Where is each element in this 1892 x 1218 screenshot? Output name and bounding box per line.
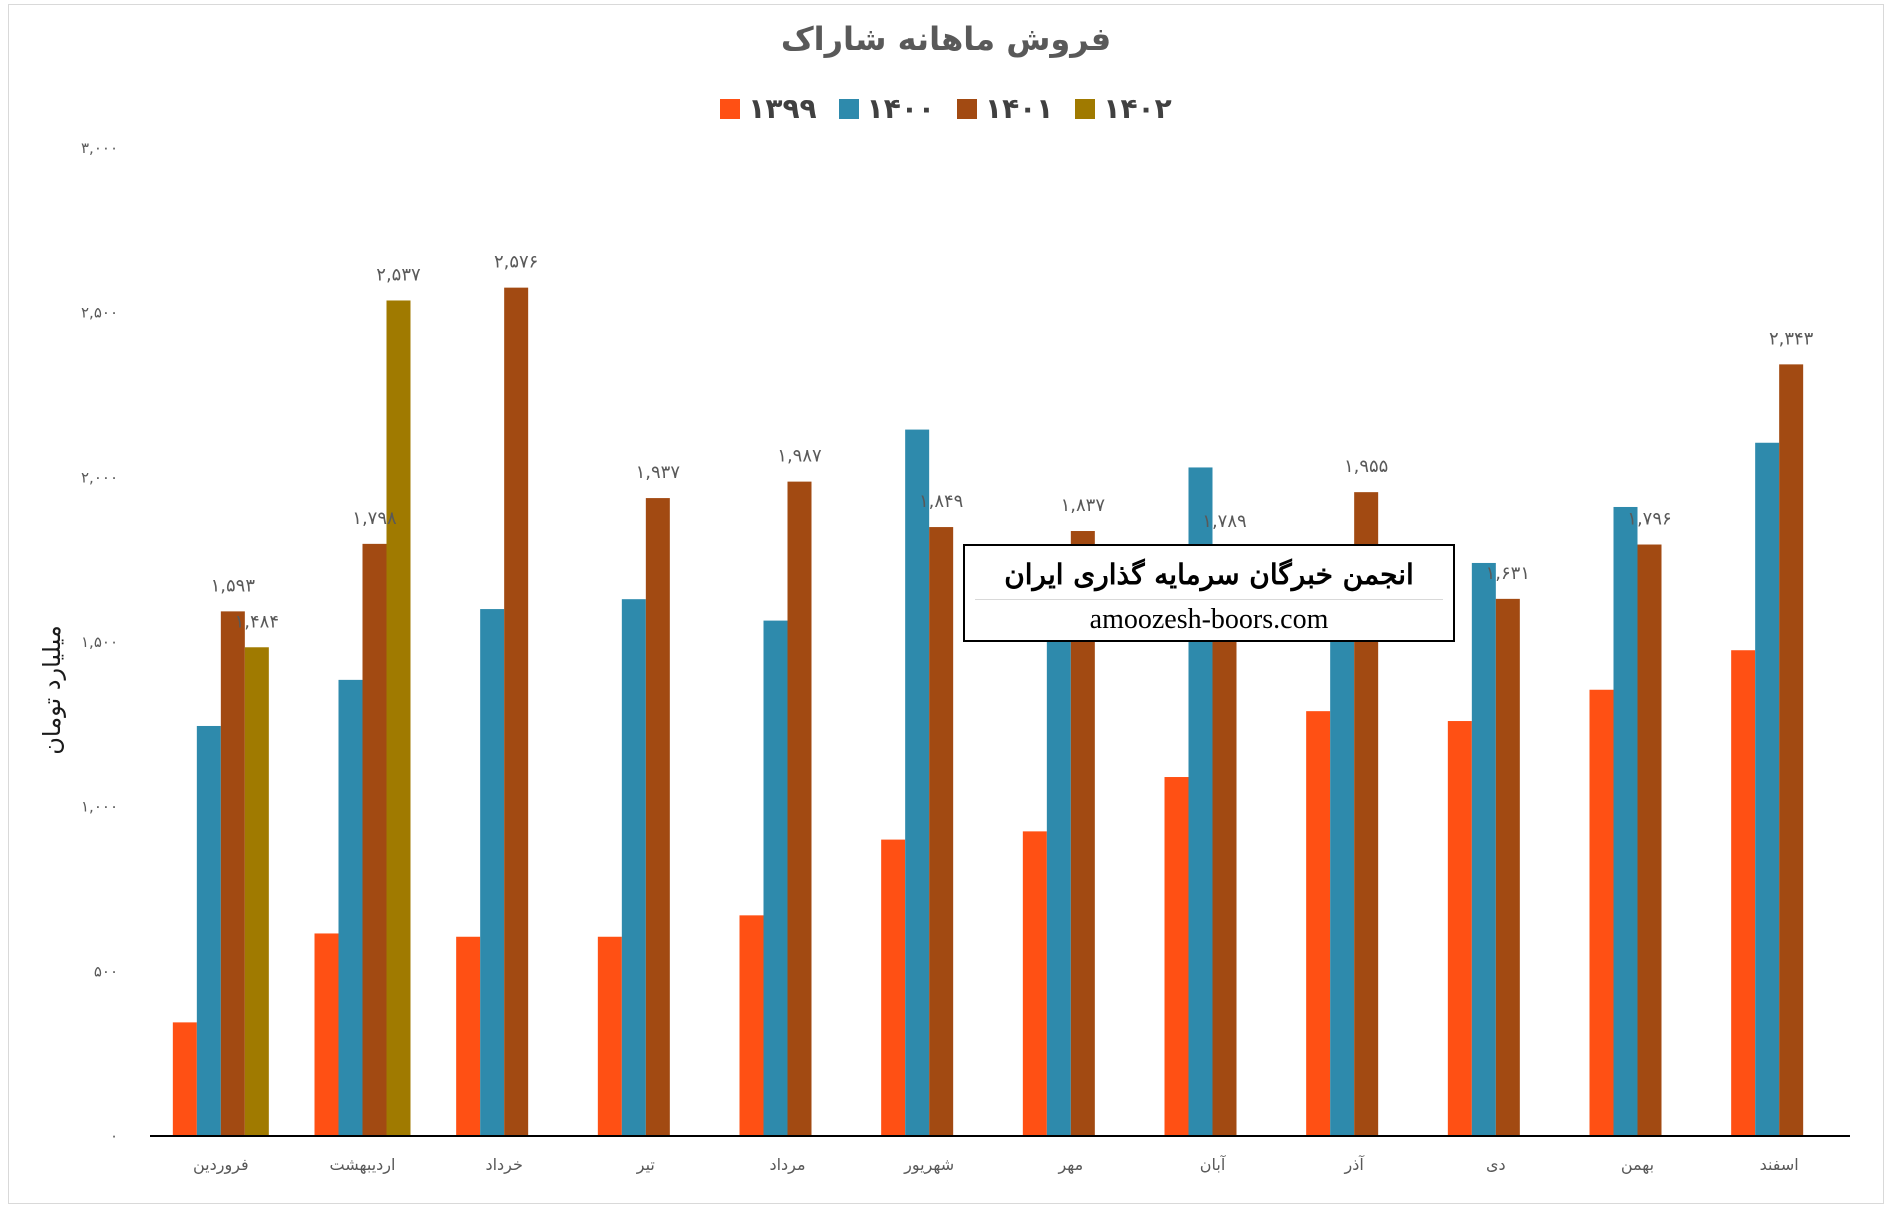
data-label: ۲,۵۳۷ [376, 264, 421, 285]
x-tick-label: اسفند [1760, 1155, 1799, 1174]
bar [1164, 777, 1189, 1136]
y-tick-label: ۲,۰۰۰ [81, 468, 118, 486]
bar [386, 300, 411, 1136]
bar [314, 933, 339, 1136]
data-label: ۱,۵۹۳ [211, 575, 256, 596]
chart-frame [8, 4, 1884, 1204]
watermark-url: amoozesh-boors.com [1089, 604, 1329, 635]
watermark-divider [975, 599, 1443, 600]
bar [739, 915, 764, 1136]
x-tick-label: مهر [1057, 1155, 1083, 1175]
bar [480, 609, 505, 1136]
watermark-title: انجمن خبرگان سرمایه گذاری ایران [1004, 558, 1414, 591]
bar [1755, 442, 1780, 1137]
legend-item-1401: ۱۴۰۱ [957, 92, 1053, 125]
y-tick-label: ۰ [110, 1127, 118, 1145]
bar [1471, 562, 1496, 1136]
x-tick-label: آبان [1200, 1155, 1227, 1174]
bar [1212, 546, 1237, 1136]
legend-swatch-1402 [1075, 98, 1096, 119]
legend: ۱۳۹۹ ۱۴۰۰ ۱۴۰۱ ۱۴۰۲ [0, 92, 1892, 125]
data-label: ۱,۸۴۹ [919, 491, 963, 512]
legend-item-1402: ۱۴۰۲ [1075, 92, 1172, 125]
bar [1779, 364, 1804, 1136]
data-label: ۱,۹۸۷ [777, 446, 822, 467]
data-label: ۱,۶۳۱ [1486, 563, 1530, 584]
y-tick-label: ۵۰۰ [94, 962, 118, 980]
legend-label-1401: ۱۴۰۱ [985, 92, 1054, 125]
data-label: ۱,۴۸۴ [235, 611, 279, 632]
bar [881, 839, 906, 1136]
bar [597, 936, 622, 1136]
legend-label-1399: ۱۳۹۹ [748, 92, 817, 125]
bar [338, 679, 363, 1136]
bar [645, 498, 670, 1137]
legend-swatch-1399 [720, 98, 741, 119]
bar [621, 599, 646, 1136]
bar [362, 543, 387, 1136]
legend-swatch-1400 [838, 98, 859, 119]
bar [1637, 544, 1662, 1136]
bar [929, 527, 954, 1136]
x-tick-label: آذر [1344, 1155, 1366, 1175]
legend-swatch-1401 [957, 98, 977, 119]
legend-label-1402: ۱۴۰۲ [1103, 92, 1172, 125]
bar [1731, 650, 1756, 1136]
data-label: ۲,۳۴۳ [1769, 328, 1814, 349]
x-tick-label: فروردین [193, 1155, 249, 1175]
y-tick-label: ۱,۵۰۰ [81, 633, 118, 651]
data-label: ۱,۷۹۸ [352, 508, 397, 529]
x-tick-label: خرداد [485, 1155, 522, 1175]
bar [1046, 627, 1071, 1136]
bar [1022, 831, 1047, 1136]
data-label: ۱,۷۸۹ [1202, 511, 1246, 532]
watermark-box: انجمن خبرگان سرمایه گذاری ایران amoozesh… [963, 544, 1455, 642]
chart-title: فروش ماهانه شاراک [780, 20, 1112, 58]
x-tick-label: شهریور [903, 1155, 954, 1175]
bar [1330, 628, 1355, 1136]
bar [456, 936, 481, 1136]
bar [1589, 689, 1614, 1136]
bar [1306, 711, 1331, 1136]
bar [905, 429, 930, 1137]
data-label: ۲,۵۷۶ [494, 252, 538, 273]
x-tick-label: بهمن [1621, 1155, 1654, 1175]
bar [787, 481, 812, 1137]
bar [244, 647, 269, 1136]
bar [504, 287, 529, 1136]
x-tick-label: دی [1486, 1155, 1506, 1174]
data-label: ۱,۹۵۵ [1344, 456, 1388, 477]
bar [1495, 598, 1520, 1136]
data-label: ۱,۹۳۷ [636, 462, 681, 483]
x-tick-label: اردیبهشت [330, 1155, 396, 1175]
legend-item-1400: ۱۴۰۰ [838, 92, 935, 125]
bar [172, 1022, 197, 1136]
data-label: ۱,۸۳۷ [1061, 495, 1106, 516]
y-tick-label: ۱,۰۰۰ [81, 798, 118, 816]
y-tick-label: ۳,۰۰۰ [81, 139, 118, 157]
bar [196, 725, 221, 1136]
bar [1447, 721, 1472, 1136]
bar [220, 611, 245, 1136]
x-tick-label: تیر [636, 1155, 655, 1175]
bar [763, 620, 788, 1136]
data-label: ۱,۷۹۶ [1627, 509, 1671, 530]
x-tick-label: مرداد [769, 1155, 805, 1175]
bar [1613, 506, 1638, 1136]
legend-label-1400: ۱۴۰۰ [866, 92, 935, 125]
legend-item-1399: ۱۳۹۹ [720, 92, 817, 125]
y-tick-label: ۲,۵۰۰ [81, 304, 118, 322]
